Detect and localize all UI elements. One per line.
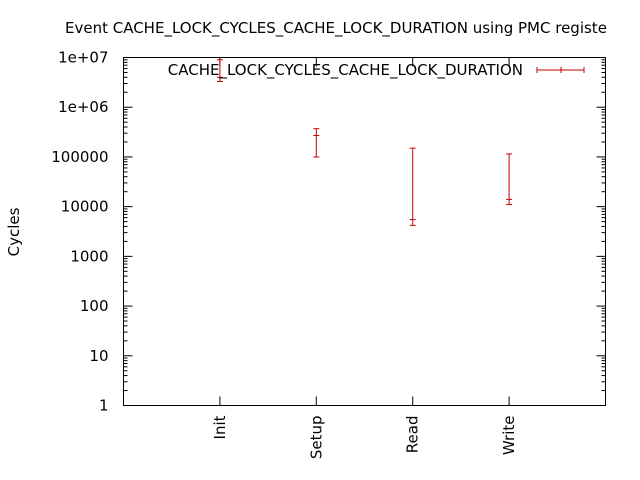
legend: CACHE_LOCK_CYCLES_CACHE_LOCK_DURATION [168,61,585,80]
y-tick-label: 1e+07 [58,49,108,67]
x-tick-label: Setup [307,416,325,460]
series-group [216,59,513,226]
y-tick-label: 100 [80,297,109,315]
error-bar [216,59,223,82]
y-tick-label: 100000 [51,148,108,166]
y-tick-label: 1000 [70,247,108,265]
legend-label: CACHE_LOCK_CYCLES_CACHE_LOCK_DURATION [168,61,523,80]
chart-title: Event CACHE_LOCK_CYCLES_CACHE_LOCK_DURAT… [65,19,607,38]
x-tick-label: Write [500,416,518,456]
y-axis: 1 10 100 1000 10000 100000 1e+06 1e+07 [51,49,606,415]
error-bar [506,153,513,206]
y-axis-label: Cycles [5,207,23,256]
error-bar [313,128,320,158]
y-tick-label: 1e+06 [58,98,108,116]
error-bar [409,147,416,226]
plot-frame [123,57,606,406]
y-tick-label: 10000 [61,198,109,216]
y-tick-label: 10 [89,347,108,365]
y-tick-label: 1 [99,397,109,415]
legend-key [536,67,585,73]
x-tick-label: Read [404,416,422,454]
x-axis: Init Setup Read Write [211,57,518,460]
x-tick-label: Init [211,415,229,439]
